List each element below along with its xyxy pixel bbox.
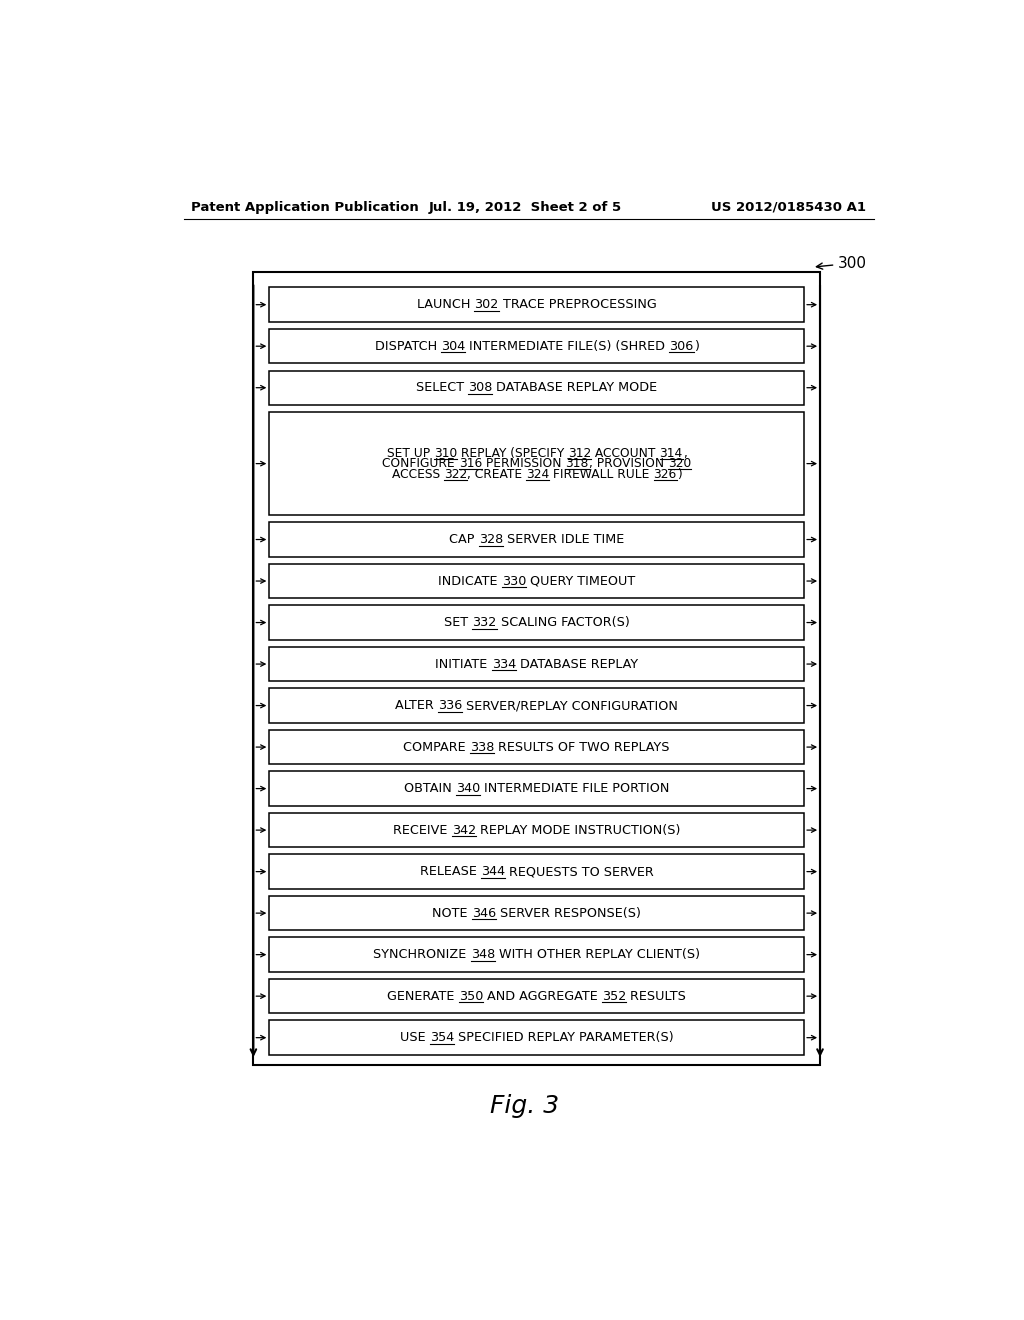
Text: NOTE: NOTE (432, 907, 472, 920)
Text: Patent Application Publication: Patent Application Publication (191, 201, 419, 214)
Text: GENERATE: GENERATE (387, 990, 459, 1003)
Bar (269, 606, 804, 640)
Text: TRACE PREPROCESSING: TRACE PREPROCESSING (499, 298, 656, 312)
Text: CONFIGURE: CONFIGURE (382, 457, 459, 470)
Text: US 2012/0185430 A1: US 2012/0185430 A1 (711, 201, 866, 214)
Text: , CREATE: , CREATE (467, 467, 526, 480)
Text: 344: 344 (480, 865, 505, 878)
Text: INDICATE: INDICATE (438, 574, 502, 587)
Text: RELEASE: RELEASE (420, 865, 480, 878)
Text: Jul. 19, 2012  Sheet 2 of 5: Jul. 19, 2012 Sheet 2 of 5 (428, 201, 622, 214)
Text: 348: 348 (471, 948, 495, 961)
Bar (269, 412, 804, 515)
Text: 350: 350 (459, 990, 483, 1003)
Bar (269, 813, 804, 847)
Text: 334: 334 (492, 657, 516, 671)
Bar (269, 730, 804, 764)
Text: USE: USE (400, 1031, 430, 1044)
Text: 330: 330 (502, 574, 526, 587)
Text: DISPATCH: DISPATCH (375, 339, 441, 352)
Text: 332: 332 (472, 616, 497, 630)
Text: 306: 306 (670, 339, 693, 352)
Text: COMPARE: COMPARE (403, 741, 470, 754)
Text: ,: , (683, 446, 687, 459)
Text: DATABASE REPLAY MODE: DATABASE REPLAY MODE (493, 381, 657, 395)
Bar (269, 288, 804, 322)
Text: ): ) (693, 339, 698, 352)
Text: SPECIFIED REPLAY PARAMETER(S): SPECIFIED REPLAY PARAMETER(S) (454, 1031, 674, 1044)
Text: RESULTS: RESULTS (626, 990, 686, 1003)
Text: Fig. 3: Fig. 3 (490, 1094, 559, 1118)
Text: ): ) (677, 467, 682, 480)
Text: SERVER RESPONSE(S): SERVER RESPONSE(S) (496, 907, 641, 920)
Text: LAUNCH: LAUNCH (417, 298, 474, 312)
Text: SERVER/REPLAY CONFIGURATION: SERVER/REPLAY CONFIGURATION (462, 700, 678, 711)
Text: 312: 312 (568, 446, 591, 459)
Bar (269, 688, 804, 723)
Text: 322: 322 (443, 467, 467, 480)
Text: QUERY TIMEOUT: QUERY TIMEOUT (526, 574, 635, 587)
Text: 314: 314 (659, 446, 683, 459)
Bar (269, 371, 804, 405)
Text: 354: 354 (430, 1031, 454, 1044)
Text: INTERMEDIATE FILE PORTION: INTERMEDIATE FILE PORTION (480, 781, 670, 795)
Text: 340: 340 (456, 781, 480, 795)
Text: 346: 346 (472, 907, 496, 920)
Bar (253, 272, 820, 1065)
Text: 310: 310 (434, 446, 457, 459)
Text: 336: 336 (438, 700, 462, 711)
Text: ACCESS: ACCESS (392, 467, 443, 480)
Text: REPLAY MODE INSTRUCTION(S): REPLAY MODE INSTRUCTION(S) (476, 824, 680, 837)
Text: SCALING FACTOR(S): SCALING FACTOR(S) (497, 616, 630, 630)
Bar (269, 523, 804, 557)
Text: AND AGGREGATE: AND AGGREGATE (483, 990, 602, 1003)
Text: 326: 326 (653, 467, 677, 480)
Text: 318: 318 (565, 457, 589, 470)
Text: 338: 338 (470, 741, 495, 754)
Text: RECEIVE: RECEIVE (393, 824, 452, 837)
Text: CAP: CAP (450, 533, 478, 546)
Text: SELECT: SELECT (416, 381, 468, 395)
Text: , PROVISION: , PROVISION (589, 457, 668, 470)
Bar (269, 896, 804, 931)
Text: 320: 320 (668, 457, 691, 470)
Bar (269, 937, 804, 972)
Bar (269, 854, 804, 888)
Text: SERVER IDLE TIME: SERVER IDLE TIME (503, 533, 625, 546)
Text: 316: 316 (459, 457, 482, 470)
Text: ACCOUNT: ACCOUNT (591, 446, 659, 459)
Text: WITH OTHER REPLAY CLIENT(S): WITH OTHER REPLAY CLIENT(S) (495, 948, 700, 961)
Text: DATABASE REPLAY: DATABASE REPLAY (516, 657, 638, 671)
Text: PERMISSION: PERMISSION (482, 457, 565, 470)
Text: SET: SET (444, 616, 472, 630)
Bar (269, 1020, 804, 1055)
Text: 302: 302 (474, 298, 499, 312)
Text: 342: 342 (452, 824, 476, 837)
Text: INITIATE: INITIATE (435, 657, 492, 671)
Text: OBTAIN: OBTAIN (404, 781, 456, 795)
Bar (269, 329, 804, 363)
Text: FIREWALL RULE: FIREWALL RULE (549, 467, 653, 480)
Bar (269, 647, 804, 681)
Text: RESULTS OF TWO REPLAYS: RESULTS OF TWO REPLAYS (495, 741, 670, 754)
Text: SYNCHRONIZE: SYNCHRONIZE (374, 948, 471, 961)
Text: REPLAY (SPECIFY: REPLAY (SPECIFY (457, 446, 568, 459)
Text: INTERMEDIATE FILE(S) (SHRED: INTERMEDIATE FILE(S) (SHRED (465, 339, 670, 352)
Text: 328: 328 (478, 533, 503, 546)
Text: 352: 352 (602, 990, 626, 1003)
Text: 308: 308 (468, 381, 493, 395)
Bar (269, 564, 804, 598)
Text: REQUESTS TO SERVER: REQUESTS TO SERVER (505, 865, 653, 878)
Bar (269, 979, 804, 1014)
Text: SET UP: SET UP (387, 446, 434, 459)
Text: 300: 300 (816, 256, 867, 271)
Text: 304: 304 (441, 339, 465, 352)
Text: ALTER: ALTER (395, 700, 438, 711)
Bar (269, 771, 804, 805)
Text: 324: 324 (526, 467, 549, 480)
